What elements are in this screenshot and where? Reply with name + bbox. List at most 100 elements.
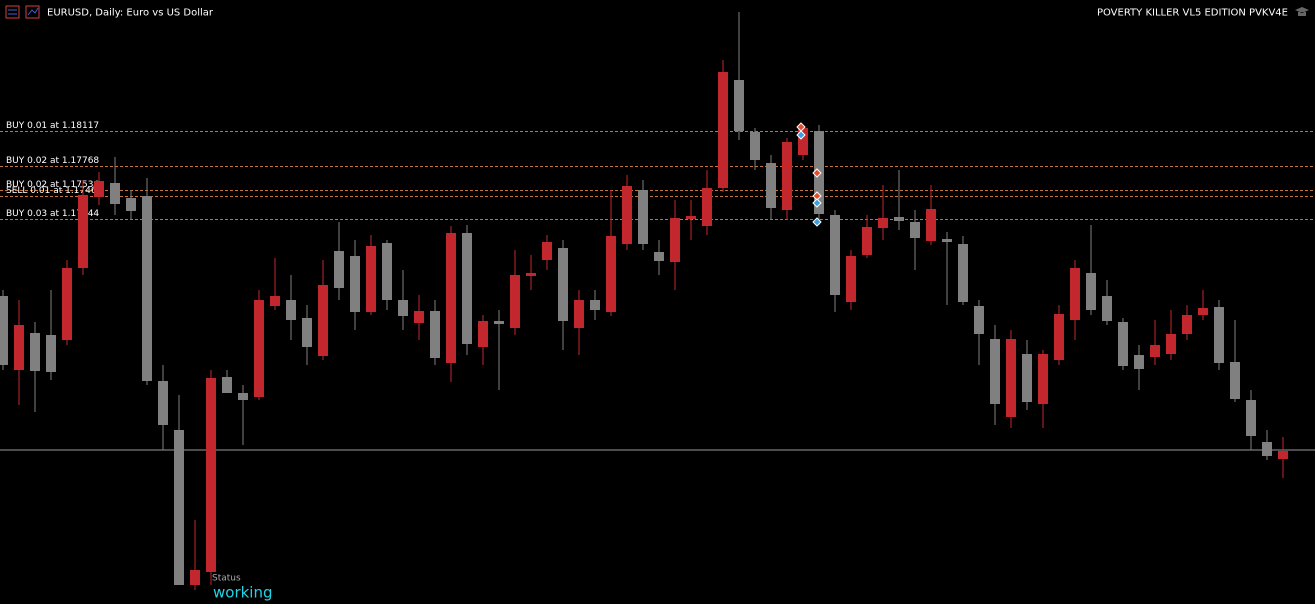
candle-body	[766, 163, 776, 208]
candle-body	[78, 195, 88, 268]
candle-body	[862, 227, 872, 255]
candle-body	[1086, 273, 1096, 310]
candle-body	[430, 311, 440, 358]
candle-body	[366, 246, 376, 312]
candle-body	[558, 248, 568, 321]
candle-body	[254, 300, 264, 397]
order-label: BUY 0.03 at 1.17244	[6, 209, 99, 219]
candle-body	[158, 381, 168, 425]
candle-body	[238, 393, 248, 400]
trade-marker	[812, 217, 822, 227]
candle-body	[270, 296, 280, 306]
candle-body	[1182, 315, 1192, 334]
candle-body	[910, 222, 920, 238]
candle-body	[830, 215, 840, 295]
candle-body	[334, 251, 344, 288]
candle-body	[926, 209, 936, 241]
status-value: working	[213, 584, 273, 602]
candle-body	[414, 311, 424, 323]
order-label: BUY 0.02 at 1.17534	[6, 180, 99, 190]
candle-body	[30, 333, 40, 371]
candle-body	[1214, 307, 1224, 363]
candle-body	[1246, 400, 1256, 436]
candle-body	[606, 236, 616, 312]
icon[interactable]	[5, 5, 20, 19]
candle-body	[542, 242, 552, 260]
candle-body	[574, 300, 584, 328]
candle-body	[750, 132, 760, 160]
candle-body	[526, 273, 536, 276]
candle-body	[190, 570, 200, 585]
trade-marker	[796, 130, 806, 140]
candle-body	[46, 335, 56, 372]
candle-body	[110, 183, 120, 204]
candle-body	[590, 300, 600, 310]
candle-body	[1038, 354, 1048, 404]
candle-body	[1022, 354, 1032, 402]
candle-body	[1134, 355, 1144, 369]
candle-body	[878, 218, 888, 228]
candle-body	[1278, 451, 1288, 459]
candle-body	[1070, 268, 1080, 320]
order-label: SELL 0.01 at 1.17466	[6, 186, 103, 196]
candle-body	[494, 321, 504, 324]
candle-body	[1102, 296, 1112, 321]
candle-body	[798, 128, 808, 155]
chart-title: EURUSD, Daily: Euro vs US Dollar	[47, 8, 214, 19]
candle-body	[1230, 362, 1240, 399]
order-label: BUY 0.02 at 1.17768	[6, 156, 99, 166]
candle-body	[446, 233, 456, 363]
candle-body	[638, 190, 648, 244]
candle-body	[1006, 339, 1016, 417]
candle-body	[734, 80, 744, 131]
candle-body	[398, 300, 408, 316]
icon-line	[27, 7, 39, 16]
candle-body	[222, 377, 232, 393]
plot: BUY 0.01 at 1.18117 BUY 0.02 at 1.17768 BU…	[0, 12, 1315, 590]
candle-body	[654, 252, 664, 261]
candle-body	[318, 285, 328, 356]
candle-body	[958, 244, 968, 302]
candle-body	[1166, 334, 1176, 354]
candle-body	[894, 217, 904, 221]
candle-body	[1054, 314, 1064, 360]
candle-body	[286, 300, 296, 320]
candle-body	[510, 275, 520, 328]
candle-body	[1118, 322, 1128, 366]
expert-name: POVERTY KILLER VL5 EDITION PVKV4E	[1097, 8, 1288, 19]
trade-marker	[812, 168, 822, 178]
candle-body	[94, 181, 104, 197]
candle-body	[942, 239, 952, 242]
candle-body	[62, 268, 72, 340]
expert-icon	[1295, 7, 1309, 16]
candle-body	[174, 430, 184, 585]
candle-body	[14, 325, 24, 370]
candle-body	[302, 318, 312, 347]
candle-body	[846, 256, 856, 302]
status-label: Status	[212, 574, 241, 584]
candle-body	[126, 198, 136, 211]
candle-body	[350, 256, 360, 312]
candle-body	[1150, 345, 1160, 357]
candle-body	[206, 378, 216, 572]
candle-body	[702, 188, 712, 226]
trade-marker	[812, 198, 822, 208]
candle-body	[462, 233, 472, 344]
candle-body	[478, 321, 488, 347]
candle-body	[0, 296, 8, 365]
candle-body	[990, 339, 1000, 404]
candle-body	[622, 186, 632, 244]
candle-body	[974, 306, 984, 334]
candle-body	[142, 196, 152, 381]
candle-body	[670, 218, 680, 262]
candle-body	[782, 142, 792, 210]
icon[interactable]	[25, 5, 40, 19]
toolbar-icons	[5, 5, 1309, 19]
candle-body	[382, 243, 392, 300]
order-label: BUY 0.01 at 1.18117	[6, 121, 99, 131]
candle-body	[1262, 442, 1272, 456]
candle-body	[718, 72, 728, 188]
